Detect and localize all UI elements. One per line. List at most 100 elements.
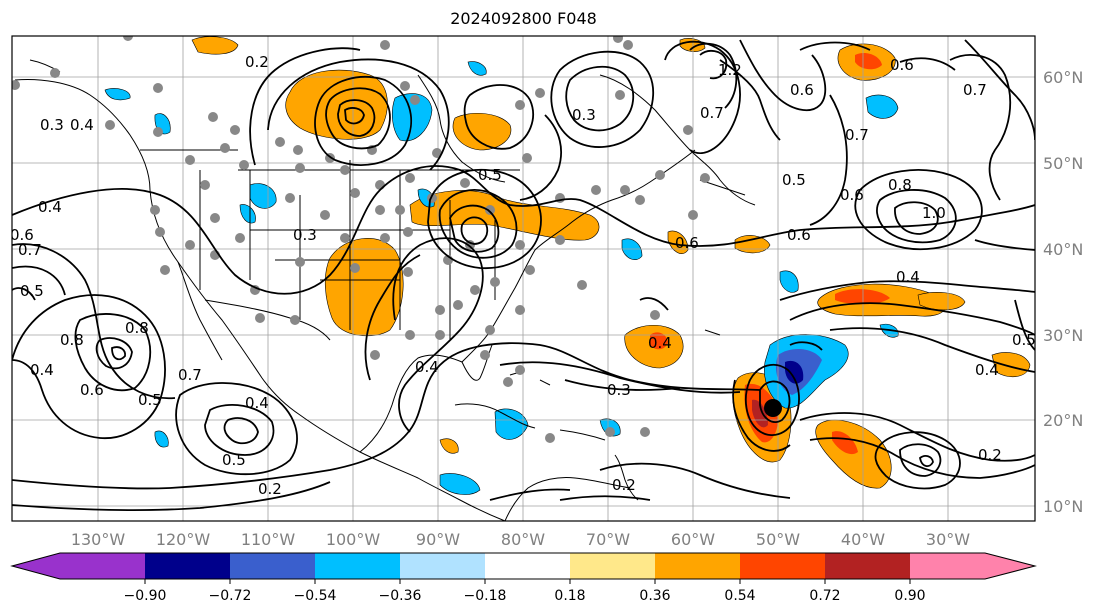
colorbar-segment bbox=[740, 553, 825, 579]
svg-text:0.2: 0.2 bbox=[258, 480, 282, 498]
negative-anomaly-region bbox=[439, 473, 481, 495]
colorbar-tick-label: 0.54 bbox=[724, 588, 755, 604]
svg-text:0.5: 0.5 bbox=[20, 282, 44, 300]
positive-anomaly-region bbox=[734, 235, 771, 254]
graticule bbox=[12, 36, 1035, 521]
colorbar-segment bbox=[570, 553, 655, 579]
svg-text:0.8: 0.8 bbox=[125, 319, 149, 337]
svg-text:0.6: 0.6 bbox=[840, 186, 864, 204]
contour-lines bbox=[12, 39, 1035, 512]
positive-anomaly-region bbox=[832, 431, 858, 455]
svg-text:0.3: 0.3 bbox=[607, 381, 631, 399]
svg-text:0.5: 0.5 bbox=[138, 391, 162, 409]
lon-label: 80°W bbox=[501, 530, 545, 549]
svg-text:0.4: 0.4 bbox=[245, 394, 269, 412]
map-area: 0.2 0.4 0.5 0.6 0.7 0.8 0.3 0.4 0.5 0.7 … bbox=[10, 36, 1036, 521]
svg-text:0.4: 0.4 bbox=[70, 116, 94, 134]
svg-text:0.4: 0.4 bbox=[38, 198, 62, 216]
lat-label: 50°N bbox=[1043, 154, 1083, 173]
positive-anomaly-region bbox=[991, 352, 1031, 378]
colorbar-tick-label: 0.72 bbox=[809, 588, 840, 604]
colorbar-tick-label: −0.36 bbox=[379, 588, 422, 604]
svg-text:1.2: 1.2 bbox=[718, 61, 742, 79]
colorbar-segment bbox=[12, 553, 60, 579]
svg-text:0.2: 0.2 bbox=[978, 446, 1002, 464]
positive-anomaly-region bbox=[855, 53, 882, 70]
positive-anomaly-region bbox=[285, 69, 388, 140]
negative-anomaly-region bbox=[467, 61, 487, 76]
colorbar-segment bbox=[910, 553, 985, 579]
longitude-labels: 130°W 120°W 110°W 100°W 90°W 80°W 70°W 6… bbox=[71, 530, 970, 549]
colorbar-segment bbox=[315, 553, 400, 579]
svg-text:0.4: 0.4 bbox=[648, 334, 672, 352]
negative-anomaly-region bbox=[104, 88, 131, 101]
colorbar: −0.90 −0.72 −0.54 −0.36 −0.18 0.18 0.36 … bbox=[10, 552, 1037, 604]
colorbar-tick-label: −0.54 bbox=[294, 588, 337, 604]
svg-text:0.8: 0.8 bbox=[888, 176, 912, 194]
svg-text:0.7: 0.7 bbox=[845, 126, 869, 144]
colorbar-tick-label: 0.90 bbox=[894, 588, 925, 604]
negative-anomaly-region bbox=[249, 183, 277, 209]
svg-text:0.5: 0.5 bbox=[1012, 331, 1036, 349]
station-dots bbox=[12, 36, 710, 443]
svg-text:0.4: 0.4 bbox=[896, 268, 920, 286]
lon-label: 100°W bbox=[326, 530, 381, 549]
colorbar-segment bbox=[60, 553, 145, 579]
colorbar-segment bbox=[400, 553, 485, 579]
colorbar-segment bbox=[230, 553, 315, 579]
negative-anomaly-region bbox=[779, 270, 799, 293]
lon-label: 40°W bbox=[841, 530, 885, 549]
negative-anomaly-region bbox=[494, 408, 529, 440]
svg-text:0.7: 0.7 bbox=[963, 81, 987, 99]
svg-text:1.0: 1.0 bbox=[922, 204, 946, 222]
svg-text:0.7: 0.7 bbox=[18, 241, 42, 259]
svg-text:0.4: 0.4 bbox=[975, 361, 999, 379]
negative-anomaly-region bbox=[865, 94, 899, 119]
svg-text:0.6: 0.6 bbox=[10, 226, 34, 244]
colorbar-tick-label: −0.90 bbox=[124, 588, 167, 604]
colorbar-segment bbox=[485, 553, 570, 579]
positive-anomaly-region bbox=[452, 112, 512, 151]
svg-text:0.4: 0.4 bbox=[30, 361, 54, 379]
colorbar-tick-label: 0.18 bbox=[554, 588, 585, 604]
svg-text:0.6: 0.6 bbox=[790, 81, 814, 99]
svg-text:0.3: 0.3 bbox=[40, 116, 64, 134]
lon-label: 90°W bbox=[416, 530, 460, 549]
svg-text:0.7: 0.7 bbox=[700, 104, 724, 122]
svg-text:0.6: 0.6 bbox=[80, 381, 104, 399]
negative-anomaly-region bbox=[391, 93, 433, 142]
positive-anomaly-region bbox=[667, 230, 689, 254]
svg-text:0.8: 0.8 bbox=[60, 331, 84, 349]
positive-anomaly-region bbox=[650, 332, 668, 350]
positive-anomaly-region bbox=[324, 238, 404, 337]
lon-label: 120°W bbox=[156, 530, 211, 549]
lat-label: 20°N bbox=[1043, 411, 1083, 430]
lon-label: 110°W bbox=[241, 530, 296, 549]
svg-text:0.2: 0.2 bbox=[245, 53, 269, 71]
negative-anomaly-region bbox=[154, 430, 169, 448]
colorbar-segment bbox=[145, 553, 230, 579]
svg-text:0.5: 0.5 bbox=[478, 166, 502, 184]
svg-text:0.4: 0.4 bbox=[415, 358, 439, 376]
svg-text:0.5: 0.5 bbox=[782, 171, 806, 189]
contour-labels: 0.2 0.4 0.5 0.6 0.7 0.8 0.3 0.4 0.5 0.7 … bbox=[10, 53, 1036, 498]
lon-label: 60°W bbox=[671, 530, 715, 549]
colorbar-segment bbox=[655, 553, 740, 579]
negative-anomaly-region bbox=[239, 204, 256, 224]
lat-label: 40°N bbox=[1043, 240, 1083, 259]
svg-text:0.6: 0.6 bbox=[890, 56, 914, 74]
negative-anomaly-region bbox=[785, 360, 804, 384]
svg-text:0.7: 0.7 bbox=[178, 366, 202, 384]
latitude-labels: 60°N 50°N 40°N 30°N 20°N 10°N bbox=[1043, 68, 1083, 516]
svg-text:0.2: 0.2 bbox=[612, 476, 636, 494]
positive-anomaly-region bbox=[835, 289, 890, 305]
lon-label: 70°W bbox=[586, 530, 630, 549]
colorbar-segment bbox=[985, 553, 1035, 579]
svg-text:0.5: 0.5 bbox=[222, 451, 246, 469]
colorbar-tick-label: −0.18 bbox=[464, 588, 507, 604]
storm-center-marker bbox=[764, 399, 782, 417]
svg-text:0.3: 0.3 bbox=[572, 106, 596, 124]
map-frame bbox=[11, 35, 1036, 522]
map-title: 2024092800 F048 bbox=[450, 9, 597, 28]
svg-text:0.6: 0.6 bbox=[675, 234, 699, 252]
